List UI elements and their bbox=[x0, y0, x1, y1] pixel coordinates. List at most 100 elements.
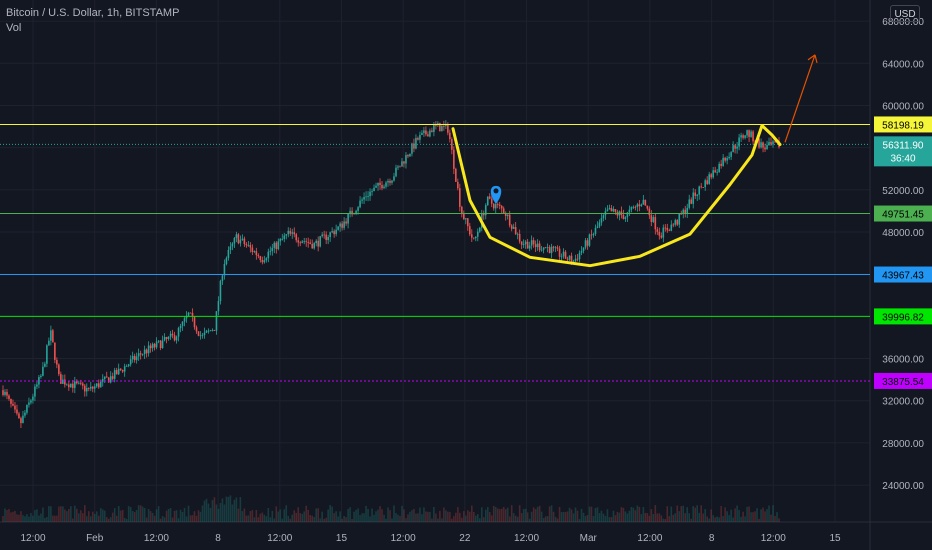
candle-body bbox=[640, 204, 643, 207]
candle-body bbox=[554, 247, 557, 249]
volume-indicator-label[interactable]: Vol bbox=[6, 22, 22, 34]
candle-body bbox=[536, 243, 539, 248]
volume-bar bbox=[247, 515, 250, 522]
candle-body bbox=[269, 250, 272, 252]
volume-bar bbox=[127, 506, 130, 522]
candle-body bbox=[758, 138, 760, 148]
candle-body bbox=[99, 381, 102, 388]
volume-bar bbox=[279, 509, 282, 522]
volume-bar bbox=[476, 514, 479, 522]
candle-body bbox=[105, 376, 108, 378]
candle-body bbox=[704, 180, 706, 188]
candle-body bbox=[365, 196, 367, 198]
candle-body bbox=[93, 386, 96, 389]
volume-bar bbox=[16, 514, 18, 522]
volume-bar bbox=[327, 509, 329, 522]
candle-body bbox=[181, 321, 184, 326]
candle-body bbox=[574, 258, 577, 262]
level-price-label: 58198.19 bbox=[882, 120, 924, 131]
volume-bar bbox=[149, 511, 152, 522]
candle-body bbox=[60, 374, 62, 384]
volume-bar bbox=[580, 508, 583, 522]
candle-body bbox=[478, 227, 481, 232]
candle-body bbox=[393, 176, 395, 181]
volume-bar bbox=[367, 509, 369, 522]
candle-body bbox=[472, 237, 475, 239]
volume-bar bbox=[177, 518, 180, 522]
currency-button[interactable]: USD bbox=[890, 5, 920, 22]
volume-bar bbox=[433, 506, 435, 522]
volume-bar bbox=[175, 510, 178, 522]
candle-body bbox=[191, 312, 194, 317]
candle-body bbox=[36, 384, 38, 387]
volume-bar bbox=[249, 511, 252, 522]
volume-bar bbox=[209, 507, 212, 522]
candle-body bbox=[646, 205, 649, 209]
candle-body bbox=[678, 213, 681, 225]
current-price-tag bbox=[874, 136, 932, 167]
candle-body bbox=[187, 312, 190, 316]
candle-body bbox=[614, 209, 617, 212]
volume-bar bbox=[72, 518, 74, 522]
candle-body bbox=[381, 184, 383, 189]
volume-bar bbox=[730, 509, 732, 522]
candle-body bbox=[674, 220, 677, 225]
volume-bar bbox=[758, 518, 760, 522]
volume-bar bbox=[46, 516, 48, 522]
candle-body bbox=[748, 130, 750, 137]
candle-body bbox=[44, 363, 46, 367]
candle-body bbox=[175, 336, 178, 341]
candle-body bbox=[453, 149, 455, 169]
volume-bar bbox=[421, 514, 423, 522]
candle-body bbox=[606, 209, 609, 212]
volume-bar bbox=[682, 505, 685, 522]
candle-body bbox=[235, 234, 238, 238]
level-price-label: 39996.82 bbox=[882, 312, 924, 323]
volume-bar bbox=[696, 505, 699, 522]
volume-bar bbox=[634, 510, 637, 522]
volume-bar bbox=[185, 516, 188, 522]
candle-body bbox=[431, 130, 433, 132]
volume-bar bbox=[181, 511, 184, 522]
candle-body bbox=[526, 241, 529, 249]
volume-bar bbox=[285, 505, 288, 522]
volume-bar bbox=[504, 509, 507, 522]
candle-body bbox=[277, 241, 280, 250]
volume-bar bbox=[720, 506, 722, 522]
y-tick-label: 32000.00 bbox=[882, 397, 924, 408]
volume-bar bbox=[449, 511, 451, 522]
candle-body bbox=[488, 196, 491, 199]
candle-body bbox=[231, 243, 234, 247]
symbol-title[interactable]: Bitcoin / U.S. Dollar, 1h, BITSTAMP bbox=[6, 7, 180, 19]
volume-bar bbox=[704, 509, 706, 522]
volume-bar bbox=[239, 497, 242, 522]
volume-bar bbox=[219, 503, 222, 522]
volume-bar bbox=[480, 507, 483, 522]
volume-bar bbox=[165, 510, 168, 522]
candle-body bbox=[455, 168, 457, 182]
volume-bar bbox=[115, 515, 118, 522]
volume-bar bbox=[243, 508, 246, 522]
volume-bar bbox=[762, 507, 764, 522]
volume-bar bbox=[56, 515, 58, 522]
volume-bar bbox=[726, 511, 728, 522]
candle-body bbox=[425, 130, 427, 135]
candle-body bbox=[447, 124, 449, 133]
volume-bar bbox=[383, 514, 385, 522]
volume-bar bbox=[389, 510, 391, 522]
volume-bar bbox=[339, 511, 341, 522]
candle-body bbox=[197, 331, 200, 336]
volume-bar bbox=[44, 517, 46, 522]
candle-body bbox=[205, 330, 208, 333]
candle-body bbox=[243, 238, 246, 245]
volume-bar bbox=[349, 507, 351, 522]
volume-bar bbox=[153, 515, 156, 522]
candle-body bbox=[680, 213, 683, 215]
volume-bar bbox=[347, 508, 349, 522]
candle-body bbox=[195, 327, 198, 332]
candle-body bbox=[323, 234, 325, 236]
chart-legend: Bitcoin / U.S. Dollar, 1h, BITSTAMP Vol bbox=[6, 6, 179, 36]
volume-bar bbox=[305, 505, 308, 522]
